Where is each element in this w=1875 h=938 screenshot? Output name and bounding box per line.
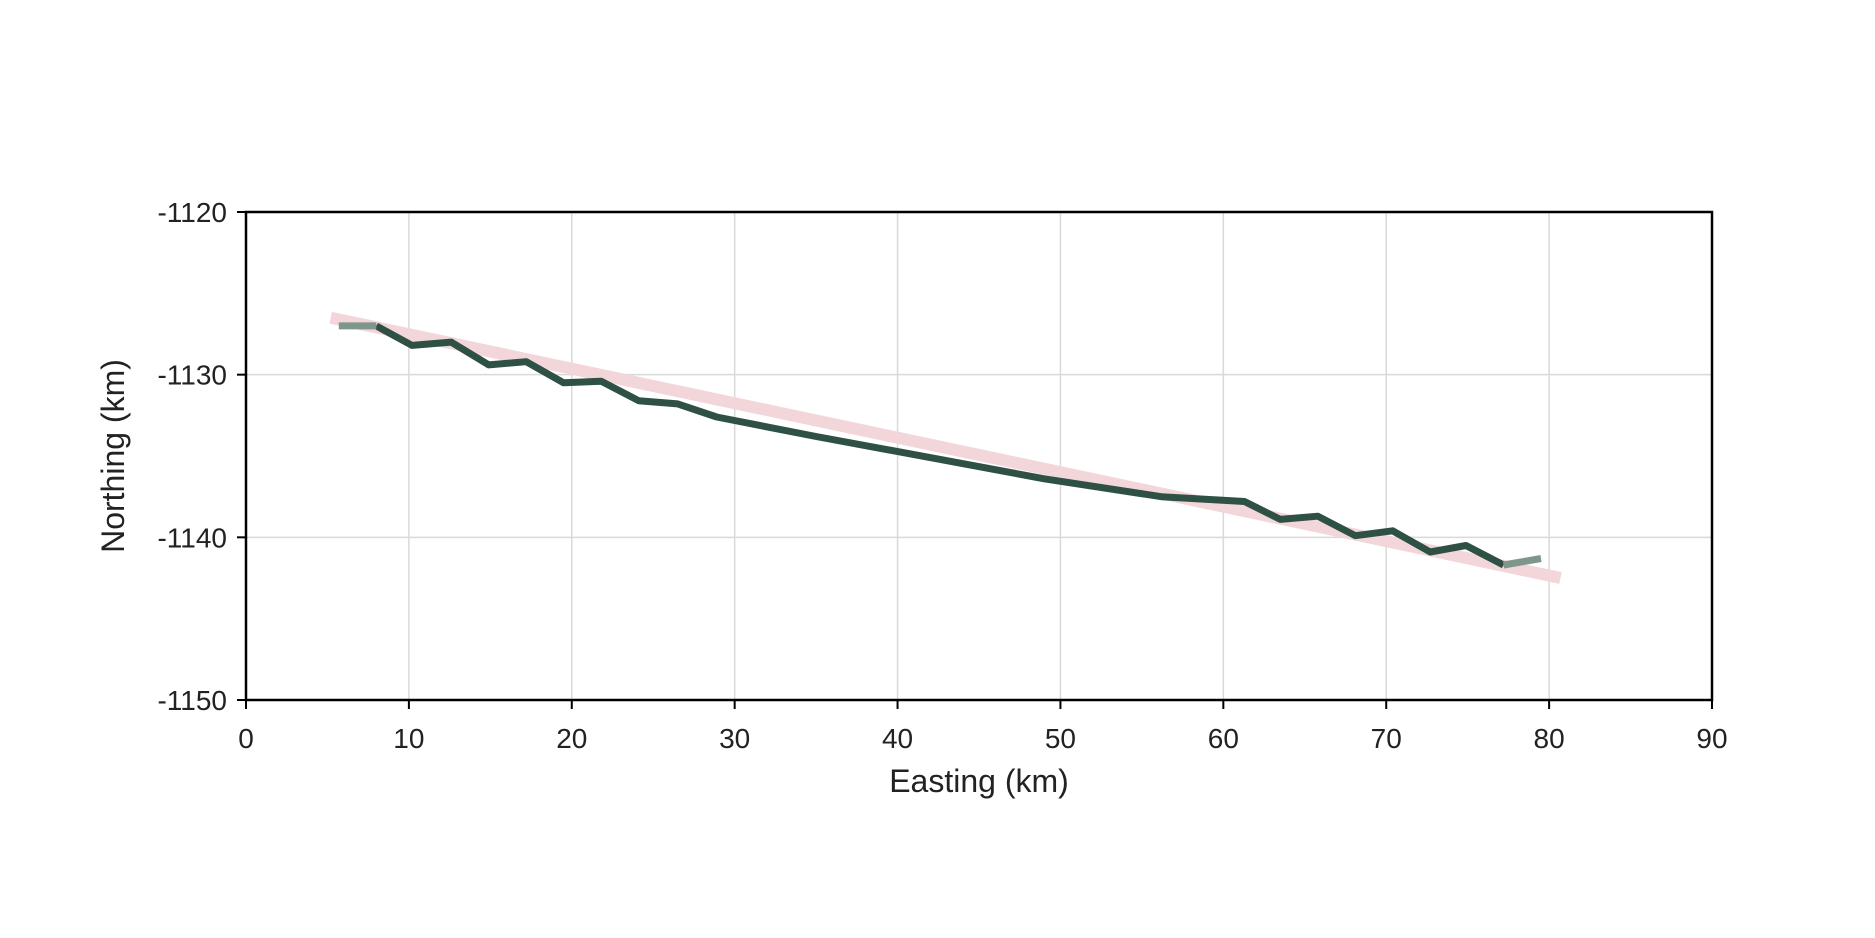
y-tick-label: -1120 [157,197,227,228]
x-tick-label: 90 [1696,723,1727,754]
plot-frame [244,210,1714,702]
y-tick-label: -1140 [157,522,227,553]
series-layer [329,311,1562,584]
x-tick-label: 70 [1371,723,1402,754]
grid [246,212,1712,700]
x-tick-label: 30 [719,723,750,754]
y-axis-label: Northing (km) [95,359,131,553]
x-tick-label: 80 [1534,723,1565,754]
x-axis-label: Easting (km) [889,763,1069,799]
x-tick-label: 20 [556,723,587,754]
x-tick-label: 0 [238,723,254,754]
trend-band [329,311,1562,584]
ticks: 0 10 20 30 40 50 60 70 80 90 -1120 -1130 -1140 -1150 [157,197,1727,754]
track-end-segment [1502,555,1542,569]
x-tick-label: 10 [393,723,424,754]
y-tick-label: -1150 [157,685,227,716]
y-tick-label: -1130 [157,360,227,391]
x-tick-label: 60 [1208,723,1239,754]
x-tick-label: 40 [882,723,913,754]
track-line [374,322,1506,569]
x-tick-label: 50 [1045,723,1076,754]
